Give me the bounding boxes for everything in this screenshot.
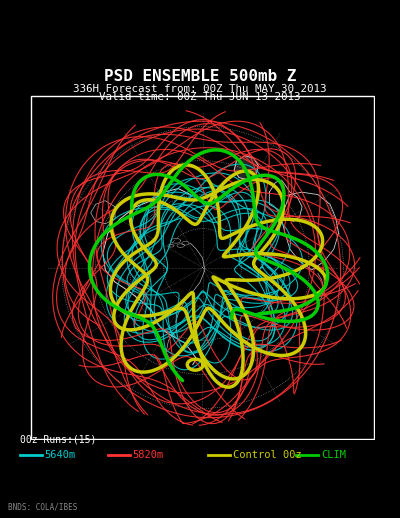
Text: 5820m: 5820m	[133, 450, 164, 460]
Text: 336H Forecast from: 00Z Thu MAY 30 2013: 336H Forecast from: 00Z Thu MAY 30 2013	[73, 84, 327, 94]
Text: Control 00z: Control 00z	[233, 450, 302, 460]
Text: 00z Runs:(15): 00z Runs:(15)	[20, 435, 96, 444]
Polygon shape	[234, 156, 258, 180]
Text: CLIM: CLIM	[321, 450, 346, 460]
Text: BNDS: COLA/IBES: BNDS: COLA/IBES	[8, 503, 77, 512]
Text: 5640m: 5640m	[45, 450, 76, 460]
Text: PSD ENSEMBLE 500mb Z: PSD ENSEMBLE 500mb Z	[104, 69, 296, 84]
Text: Valid time: 00Z Thu JUN 13 2013: Valid time: 00Z Thu JUN 13 2013	[99, 92, 301, 102]
